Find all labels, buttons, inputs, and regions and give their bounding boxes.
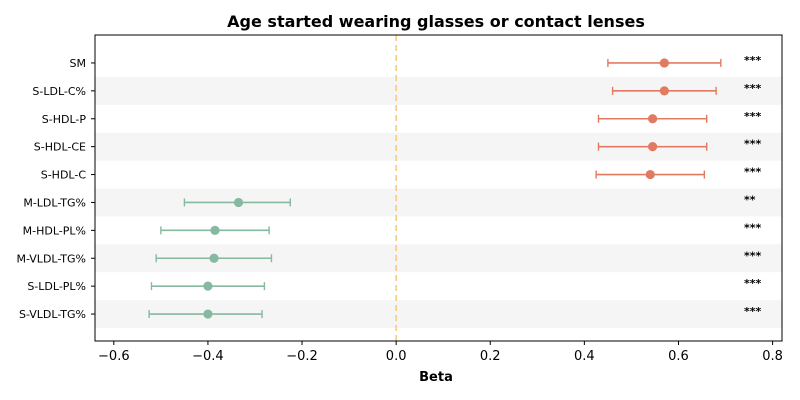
significance-label: ***: [744, 249, 762, 262]
significance-label: ***: [744, 54, 762, 67]
beta-point: [210, 225, 220, 235]
x-tick-label: 0.4: [574, 349, 595, 364]
beta-point: [645, 169, 655, 180]
beta-point: [233, 197, 244, 208]
beta-point: [647, 114, 658, 124]
category-label: S-HDL-P: [42, 113, 87, 126]
beta-point: [659, 86, 669, 96]
x-tick-label: 0.0: [386, 349, 407, 364]
significance-label: ***: [744, 82, 762, 95]
category-label: S-LDL-C%: [32, 85, 86, 98]
category-label: SM: [70, 57, 86, 70]
significance-label: ***: [744, 305, 762, 318]
category-label: M-VLDL-TG%: [16, 252, 86, 265]
category-label: S-LDL-PL%: [27, 280, 86, 293]
category-label: S-HDL-CE: [34, 141, 86, 154]
category-label: M-LDL-TG%: [23, 196, 86, 209]
category-label: M-HDL-PL%: [23, 224, 86, 237]
x-axis: −0.6 −0.4 −0.2 0.0 0.2 0.4 0.6 0.8: [98, 341, 783, 364]
category-labels: SM S-LDL-C% S-HDL-P S-HDL-CE S-HDL-C M-LDL-TG…: [16, 57, 95, 321]
x-tick-label: −0.2: [286, 349, 318, 364]
significance-label: **: [744, 193, 756, 206]
x-tick-label: −0.6: [98, 349, 130, 364]
significance-label: ***: [744, 110, 762, 123]
significance-label: ***: [744, 277, 762, 290]
beta-point: [647, 142, 658, 152]
beta-point: [203, 309, 213, 319]
significance-label: ***: [744, 221, 762, 234]
x-tick-label: −0.4: [192, 349, 224, 364]
chart-title: Age started wearing glasses or contact l…: [227, 12, 645, 31]
category-label: S-HDL-C: [41, 169, 87, 182]
x-axis-label: Beta: [419, 370, 453, 385]
significance-labels: *****************************: [744, 54, 762, 318]
x-tick-label: 0.6: [668, 349, 689, 364]
category-label: S-VLDL-TG%: [19, 308, 86, 321]
beta-point: [209, 253, 219, 263]
x-tick-label: 0.8: [762, 349, 783, 364]
significance-label: ***: [744, 138, 762, 151]
significance-label: ***: [744, 166, 762, 179]
beta-point: [203, 281, 213, 291]
plot-frame: [94, 34, 783, 342]
data-marks: [148, 58, 722, 319]
beta-point: [659, 58, 669, 68]
x-tick-label: 0.2: [480, 349, 501, 364]
